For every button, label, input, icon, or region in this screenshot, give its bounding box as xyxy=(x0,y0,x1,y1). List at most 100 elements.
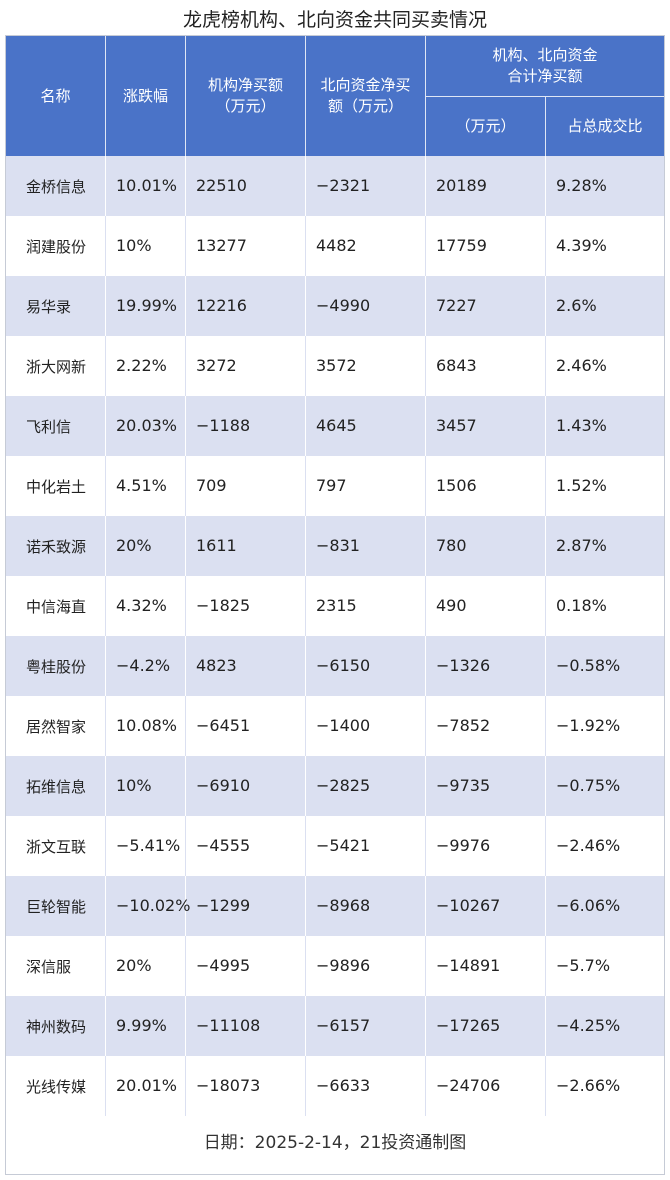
cell-ratio: −0.58% xyxy=(556,656,621,675)
cell-north-net: −6157 xyxy=(306,996,426,1056)
cell-north-net: −8968 xyxy=(306,876,426,936)
header-change-label: 涨跌幅 xyxy=(122,86,168,105)
header-inst-net: 机构净买额 （万元） xyxy=(186,36,306,156)
cell-name: 居然智家 xyxy=(6,696,106,756)
cell-combined-net: −9735 xyxy=(426,756,546,816)
cell-inst-net: 709 xyxy=(186,456,306,516)
cell-name: 飞利信 xyxy=(6,396,106,456)
cell-combined-net: −9976 xyxy=(426,816,546,876)
cell-combined-net: −14891 xyxy=(426,936,546,996)
cell-name: 易华录 xyxy=(6,276,106,336)
cell-combined-net: −24706 xyxy=(426,1056,546,1116)
header-north-net-line2: 额（万元） xyxy=(327,97,403,115)
cell-ratio: 1.43% xyxy=(556,416,607,435)
cell-north-net: 3572 xyxy=(306,336,426,396)
cell-change: 10.01% xyxy=(106,156,186,216)
cell-name: 中化岩土 xyxy=(6,456,106,516)
cell-north-net: 4482 xyxy=(306,216,426,276)
table-row: 润建股份 10% 13277 4482 17759 4.39% xyxy=(6,216,664,276)
cell-name: 神州数码 xyxy=(6,996,106,1056)
footer-note: 日期：2025-2-14，21投资通制图 xyxy=(6,1116,664,1174)
cell-combined-net: 780 xyxy=(426,516,546,576)
cell-change: 20.01% xyxy=(106,1056,186,1116)
cell-inst-net: −6451 xyxy=(186,696,306,756)
cell-ratio: 0.18% xyxy=(556,596,607,615)
cell-change: 4.51% xyxy=(106,456,186,516)
cell-change: 20.03% xyxy=(106,396,186,456)
cell-north-net: −4990 xyxy=(306,276,426,336)
cell-combined-net: −1326 xyxy=(426,636,546,696)
cell-north-net: −6150 xyxy=(306,636,426,696)
cell-change: 10% xyxy=(106,216,186,276)
header-ratio: 占总成交比 xyxy=(546,97,664,156)
cell-change: 4.32% xyxy=(106,576,186,636)
table-row: 浙文互联 −5.41% −4555 −5421 −9976 −2.46% xyxy=(6,816,664,876)
cell-name: 光线传媒 xyxy=(6,1056,106,1116)
cell-name: 深信服 xyxy=(6,936,106,996)
cell-ratio: 2.87% xyxy=(556,536,607,555)
table-title: 龙虎榜机构、北向资金共同买卖情况 xyxy=(182,9,487,31)
header-combined-line1: 机构、北向资金 xyxy=(492,46,598,64)
cell-combined-net: 490 xyxy=(426,576,546,636)
header-ratio-label: 占总成交比 xyxy=(567,117,643,135)
header-inst-net-line1: 机构净买额 xyxy=(207,76,283,94)
cell-inst-net: −1299 xyxy=(186,876,306,936)
cell-north-net: −831 xyxy=(306,516,426,576)
cell-ratio: −0.75% xyxy=(556,776,621,795)
table-body: 金桥信息 10.01% 22510 −2321 20189 9.28% 润建股份 10% 132… xyxy=(6,156,664,1116)
cell-change: 20% xyxy=(106,936,186,996)
header-combined-unit: （万元） xyxy=(426,97,546,156)
header-combined-unit-label: （万元） xyxy=(455,117,516,135)
data-table: 名称 涨跌幅 机构净买额 （万元） 北向资金净买 额（万元） 机构、北向资金 合… xyxy=(5,35,665,1175)
cell-combined-net: 17759 xyxy=(426,216,546,276)
table-row: 中信海直 4.32% −1825 2315 490 0.18% xyxy=(6,576,664,636)
header-combined-group: 机构、北向资金 合计净买额 xyxy=(426,36,664,97)
cell-inst-net: −1188 xyxy=(186,396,306,456)
table-row: 易华录 19.99% 12216 −4990 7227 2.6% xyxy=(6,276,664,336)
cell-inst-net: −11108 xyxy=(186,996,306,1056)
cell-ratio: −4.25% xyxy=(556,1016,621,1035)
cell-ratio: −2.46% xyxy=(556,836,621,855)
cell-name: 润建股份 xyxy=(6,216,106,276)
cell-change: 2.22% xyxy=(106,336,186,396)
header-inst-net-line2: （万元） xyxy=(215,97,276,115)
cell-inst-net: 13277 xyxy=(186,216,306,276)
cell-change: −4.2% xyxy=(106,636,186,696)
table-row: 居然智家 10.08% −6451 −1400 −7852 −1.92% xyxy=(6,696,664,756)
header-name-label: 名称 xyxy=(40,86,71,105)
table-row: 粤桂股份 −4.2% 4823 −6150 −1326 −0.58% xyxy=(6,636,664,696)
cell-north-net: −5421 xyxy=(306,816,426,876)
cell-north-net: 797 xyxy=(306,456,426,516)
cell-inst-net: 1611 xyxy=(186,516,306,576)
table-row: 诺禾致源 20% 1611 −831 780 2.87% xyxy=(6,516,664,576)
cell-change: −10.02% xyxy=(106,876,190,936)
table-row: 光线传媒 20.01% −18073 −6633 −24706 −2.66% xyxy=(6,1056,664,1116)
cell-change: 19.99% xyxy=(106,276,186,336)
cell-name: 金桥信息 xyxy=(6,156,106,216)
header-north-net-line1: 北向资金净买 xyxy=(320,76,411,94)
cell-north-net: 2315 xyxy=(306,576,426,636)
cell-change: 9.99% xyxy=(106,996,186,1056)
table-row: 金桥信息 10.01% 22510 −2321 20189 9.28% xyxy=(6,156,664,216)
cell-inst-net: 22510 xyxy=(186,156,306,216)
cell-inst-net: −6910 xyxy=(186,756,306,816)
header-combined-line2: 合计净买额 xyxy=(507,67,583,85)
table-header: 名称 涨跌幅 机构净买额 （万元） 北向资金净买 额（万元） 机构、北向资金 合… xyxy=(6,36,664,156)
cell-north-net: 4645 xyxy=(306,396,426,456)
cell-ratio: 1.52% xyxy=(556,476,607,495)
table-row: 浙大网新 2.22% 3272 3572 6843 2.46% xyxy=(6,336,664,396)
header-change: 涨跌幅 xyxy=(106,36,186,156)
table-row: 中化岩土 4.51% 709 797 1506 1.52% xyxy=(6,456,664,516)
cell-inst-net: 3272 xyxy=(186,336,306,396)
cell-name: 中信海直 xyxy=(6,576,106,636)
cell-ratio: 2.46% xyxy=(556,356,607,375)
table-row: 拓维信息 10% −6910 −2825 −9735 −0.75% xyxy=(6,756,664,816)
cell-north-net: −6633 xyxy=(306,1056,426,1116)
cell-inst-net: 4823 xyxy=(186,636,306,696)
cell-ratio: −1.92% xyxy=(556,716,621,735)
cell-change: 20% xyxy=(106,516,186,576)
cell-inst-net: −1825 xyxy=(186,576,306,636)
cell-change: −5.41% xyxy=(106,816,186,876)
cell-inst-net: −4995 xyxy=(186,936,306,996)
cell-combined-net: 1506 xyxy=(426,456,546,516)
